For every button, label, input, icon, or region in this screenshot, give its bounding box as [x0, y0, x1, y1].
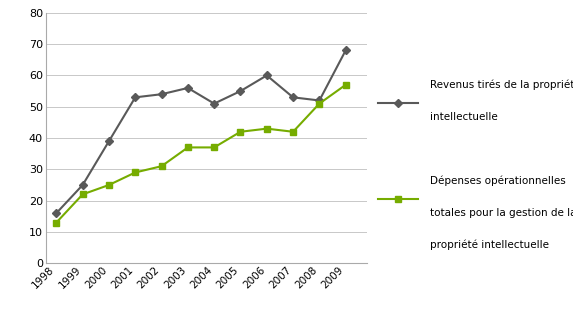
Text: Revenus tirés de la propriété: Revenus tirés de la propriété — [430, 79, 573, 90]
Text: propriété intellectuelle: propriété intellectuelle — [430, 240, 549, 250]
Text: Dépenses opérationnelles: Dépenses opérationnelles — [430, 176, 566, 186]
Text: intellectuelle: intellectuelle — [430, 112, 497, 122]
Text: totales pour la gestion de la: totales pour la gestion de la — [430, 208, 573, 218]
